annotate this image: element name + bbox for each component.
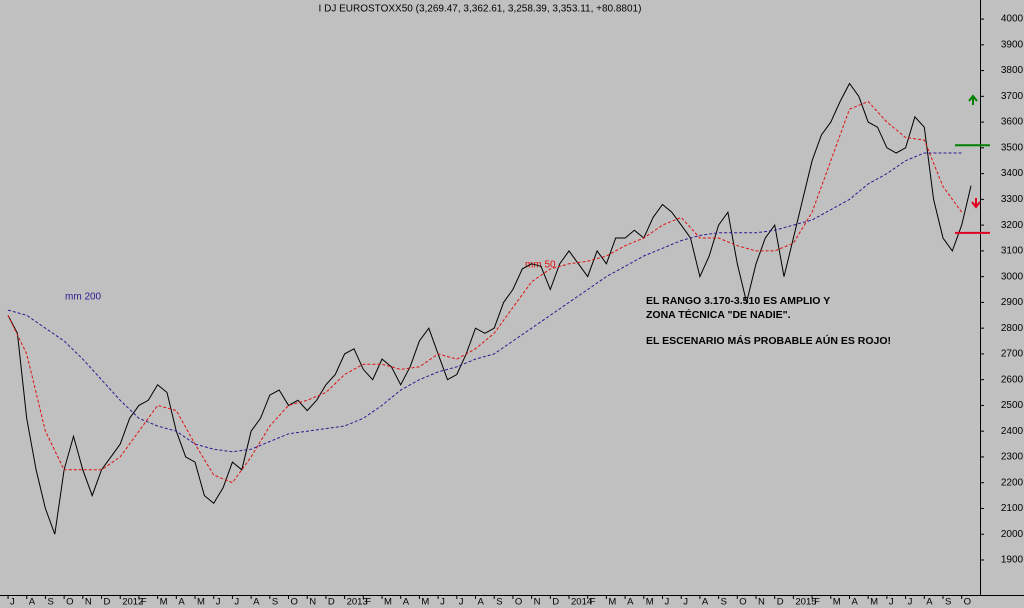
x-tick-label: S	[47, 597, 53, 608]
x-tick-label: A	[253, 597, 260, 608]
x-tick-label: J	[889, 597, 894, 608]
x-tick-label: J	[10, 597, 15, 608]
y-tick-label: 3100	[1001, 246, 1024, 257]
x-tick-label: 2013	[347, 597, 368, 608]
y-tick-label: 2400	[1001, 426, 1024, 437]
x-tick-label: N	[758, 597, 765, 608]
y-tick-label: 3800	[1001, 65, 1024, 76]
price-line	[7, 100, 963, 484]
x-tick-label: O	[66, 597, 73, 608]
up-arrow	[968, 94, 978, 105]
y-tick-label: 4000	[1001, 14, 1024, 25]
x-tick-label: O	[964, 597, 971, 608]
x-tick-label: A	[851, 597, 858, 608]
annotation: EL RANGO 3.170-3.510 ES AMPLIO Y	[646, 295, 830, 307]
x-tick-label: N	[85, 597, 92, 608]
x-tick-label: A	[403, 597, 410, 608]
x-tick-label: F	[365, 597, 371, 608]
x-tick-label: M	[608, 597, 616, 608]
y-tick-label: 2500	[1001, 400, 1024, 411]
x-tick-label: D	[552, 597, 559, 608]
x-tick-label: S	[272, 597, 278, 608]
x-tick-label: D	[328, 597, 335, 608]
x-tick-label: J	[234, 597, 239, 608]
x-tick-label: M	[870, 597, 878, 608]
x-tick-label: J	[683, 597, 688, 608]
x-tick-label: D	[777, 597, 784, 608]
x-tick-label: 2014	[571, 597, 592, 608]
x-tick-label: O	[739, 597, 746, 608]
y-tick-label: 2900	[1001, 297, 1024, 308]
y-tick-label: 2800	[1001, 323, 1024, 334]
y-tick-label: 2000	[1001, 529, 1024, 540]
x-tick-label: A	[29, 597, 36, 608]
y-tick-label: 3600	[1001, 117, 1024, 128]
chart-title: I DJ EUROSTOXX50 (3,269.47, 3,362.61, 3,…	[319, 4, 642, 15]
x-tick-label: N	[534, 597, 541, 608]
x-tick-label: A	[178, 597, 185, 608]
y-tick-label: 3200	[1001, 220, 1024, 231]
x-tick-label: 2015	[795, 597, 816, 608]
y-tick-label: 2600	[1001, 374, 1024, 385]
x-tick-label: O	[515, 597, 522, 608]
y-tick-label: 2100	[1001, 503, 1024, 514]
y-tick-label: 3300	[1001, 194, 1024, 205]
x-tick-label: J	[664, 597, 669, 608]
price-line	[7, 82, 972, 535]
x-tick-label: F	[814, 597, 820, 608]
x-tick-label: N	[309, 597, 316, 608]
x-tick-label: M	[421, 597, 429, 608]
series-label: mm 50	[525, 260, 556, 271]
x-tick-label: F	[590, 597, 596, 608]
x-tick-label: A	[702, 597, 709, 608]
x-tick-label: 2012	[122, 597, 143, 608]
x-tick-label: M	[833, 597, 841, 608]
series-label: mm 200	[65, 292, 102, 303]
y-tick-label: 3900	[1001, 39, 1024, 50]
x-tick-label: M	[160, 597, 168, 608]
x-tick-label: M	[384, 597, 392, 608]
x-tick-label: F	[141, 597, 147, 608]
annotation: EL ESCENARIO MÁS PROBABLE AÚN ES ROJO!	[646, 334, 891, 347]
x-tick-label: J	[459, 597, 464, 608]
y-tick-label: 2200	[1001, 477, 1024, 488]
x-tick-label: A	[627, 597, 634, 608]
y-tick-label: 3400	[1001, 168, 1024, 179]
x-tick-label: S	[945, 597, 951, 608]
x-tick-label: A	[478, 597, 485, 608]
y-tick-label: 3000	[1001, 271, 1024, 282]
y-tick-label: 3700	[1001, 91, 1024, 102]
y-tick-label: 2700	[1001, 349, 1024, 360]
y-tick-label: 1900	[1001, 555, 1024, 566]
y-tick-label: 2300	[1001, 452, 1024, 463]
x-tick-label: S	[496, 597, 502, 608]
x-tick-label: A	[926, 597, 933, 608]
x-tick-label: O	[291, 597, 298, 608]
annotation: ZONA TÉCNICA "DE NADIE".	[646, 308, 791, 321]
x-tick-label: J	[908, 597, 913, 608]
x-tick-label: J	[216, 597, 221, 608]
price-line	[7, 152, 962, 453]
x-tick-label: S	[721, 597, 727, 608]
y-tick-label: 3500	[1001, 142, 1024, 153]
x-tick-label: M	[197, 597, 205, 608]
x-tick-label: J	[440, 597, 445, 608]
down-arrow	[971, 198, 981, 209]
x-tick-label: D	[104, 597, 111, 608]
x-tick-label: M	[646, 597, 654, 608]
